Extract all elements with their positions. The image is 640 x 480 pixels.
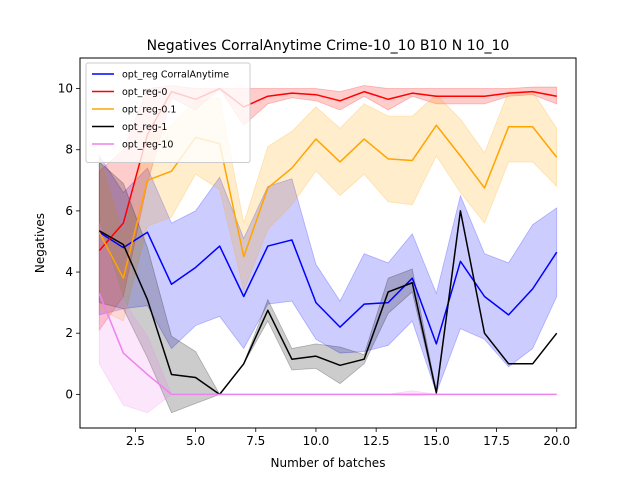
y-tick-label: 10 <box>58 82 73 96</box>
legend-label-opt-reg-0-1: opt_reg-0.1 <box>122 105 176 116</box>
series-lines <box>98 87 558 396</box>
legend-label-opt-reg-0: opt_reg-0 <box>122 87 167 98</box>
legend-label-opt-reg-1: opt_reg-1 <box>122 122 167 133</box>
y-axis-label: Negatives <box>33 213 47 273</box>
series-line-opt-reg-10 <box>98 293 557 396</box>
legend: opt_reg CorralAnytime opt_reg-0 opt_reg-0.… <box>85 62 251 163</box>
x-tick-label: 17.5 <box>483 434 510 448</box>
x-tick-label: 10.0 <box>303 434 330 448</box>
series-line-opt-reg-0-1 <box>98 124 558 279</box>
series-line-opt-reg-1 <box>98 210 558 396</box>
x-tick-label: 15.0 <box>423 434 450 448</box>
y-tick-label: 0 <box>65 387 73 401</box>
x-axis-label: Number of batches <box>271 456 386 470</box>
x-tick-label: 12.5 <box>363 434 390 448</box>
band-opt-reg-corralanytime <box>98 154 558 395</box>
y-tick-label: 4 <box>65 265 73 279</box>
y-axis-ticks: 0 2 4 6 8 10 <box>58 82 80 401</box>
y-tick-label: 6 <box>65 204 73 218</box>
y-tick-label: 2 <box>65 326 73 340</box>
legend-label-opt-reg-10: opt_reg-10 <box>122 140 173 151</box>
x-tick-label: 5.0 <box>186 434 205 448</box>
legend-box <box>85 62 251 163</box>
x-axis-ticks: 2.5 5.0 7.5 10.0 12.5 15.0 17.5 20.0 <box>126 428 570 448</box>
series-line-opt-reg-corralanytime <box>98 231 558 345</box>
plot-area-frame <box>79 57 577 429</box>
x-tick-label: 7.5 <box>246 434 265 448</box>
y-tick-label: 8 <box>65 143 73 157</box>
x-tick-label: 2.5 <box>126 434 145 448</box>
legend-label-opt-reg-corralanytime: opt_reg CorralAnytime <box>122 70 229 81</box>
chart-title: Negatives CorralAnytime Crime-10_10 B10 … <box>147 38 510 54</box>
x-tick-label: 20.0 <box>543 434 570 448</box>
